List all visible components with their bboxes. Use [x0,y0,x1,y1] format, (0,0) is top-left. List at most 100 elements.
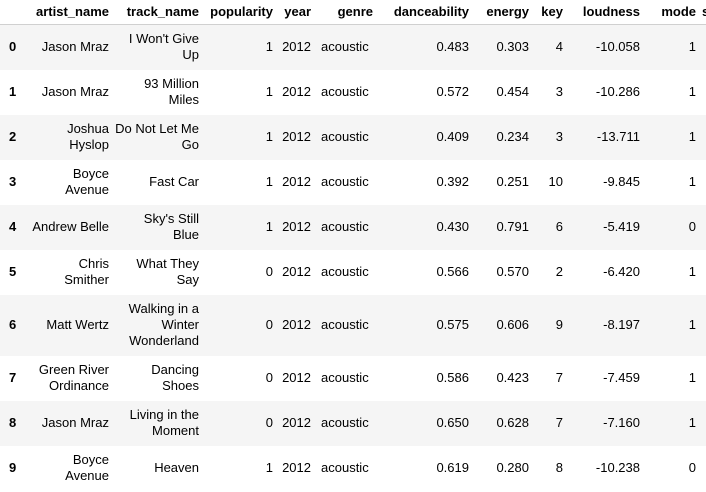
cell-energy: 0.570 [496,264,529,279]
cell-key: 2 [555,264,563,279]
column-header-mode: mode [646,0,702,25]
cell-track-name: Do Not Let Me Go [115,121,199,152]
cell-danceability: 0.392 [436,174,469,189]
cell-year: 2012 [282,415,311,430]
cell-artist-name: Boyce Avenue [65,166,109,197]
cell-artist-name: Jason Mraz [41,84,109,99]
column-header-year: year [279,0,317,25]
table-row: 0 Jason Mraz I Won't Give Up 1 2012 acoustic 0… [0,24,706,70]
cell-key: 4 [555,39,563,55]
row-index: 2 [9,129,17,144]
cell-year: 2012 [282,174,311,189]
cell-loudness: -6.420 [603,264,640,279]
cell-danceability: 0.430 [436,219,469,234]
cell-year: 2012 [282,84,311,99]
cell-year: 2012 [282,264,311,279]
cell-popularity: 1 [265,219,273,234]
table-row: 7 Green River Ordinance Dancing Shoes 0 2012… [0,355,706,401]
cell-popularity: 0 [265,264,273,279]
cell-year: 2012 [282,39,311,55]
header-row: artist_name track_name popularity year g… [0,0,706,25]
cell-key: 9 [555,317,563,332]
cell-genre: acoustic [321,317,369,332]
cell-popularity: 0 [265,317,273,332]
cell-track-name: Sky's Still Blue [143,211,199,242]
cell-popularity: 1 [265,460,273,475]
cell-energy: 0.251 [496,174,529,189]
cell-artist-name: Joshua Hyslop [67,121,109,152]
cell-artist-name: Chris Smither [64,256,109,287]
cell-year: 2012 [282,460,311,475]
cell-key: 7 [555,415,563,430]
column-header-popularity: popularity [205,0,279,25]
cell-genre: acoustic [321,39,369,55]
row-index: 8 [9,415,17,430]
table-row: 5 Chris Smither What They Say 0 2012 acoustic… [0,249,706,295]
cell-danceability: 0.566 [436,264,469,279]
cell-danceability: 0.619 [436,460,469,475]
cell-popularity: 1 [265,174,273,189]
cell-energy: 0.423 [496,370,529,385]
cell-energy: 0.234 [496,129,529,144]
cell-truncated [702,205,706,250]
cell-truncated [702,446,706,491]
column-header-loudness: loudness [569,0,646,25]
cell-genre: acoustic [321,219,369,234]
cell-popularity: 1 [265,84,273,99]
cell-track-name: Fast Car [149,174,199,189]
cell-energy: 0.280 [496,460,529,475]
cell-loudness: -13.711 [596,129,640,144]
cell-track-name: What They Say [136,256,199,287]
row-index: 5 [9,264,17,279]
cell-energy: 0.606 [496,317,529,332]
cell-danceability: 0.575 [436,317,469,332]
cell-artist-name: Green River Ordinance [38,362,109,393]
table-row: 3 Boyce Avenue Fast Car 1 2012 acoustic 0.392 0… [0,159,706,205]
table-row: 4 Andrew Belle Sky's Still Blue 1 2012 acoust… [0,204,706,250]
cell-popularity: 0 [265,415,273,430]
table-row: 1 Jason Mraz 93 Million Miles 1 2012 acoustic… [0,69,706,115]
cell-year: 2012 [282,370,311,385]
cell-genre: acoustic [321,174,369,189]
cell-mode: 1 [688,174,696,189]
cell-year: 2012 [282,129,311,144]
cell-energy: 0.303 [496,39,529,55]
cell-popularity: 1 [265,39,273,55]
cell-truncated [702,356,706,401]
cell-mode: 1 [688,370,696,385]
column-header-truncated: s [702,0,706,25]
cell-key: 3 [555,129,563,144]
cell-genre: acoustic [321,460,369,475]
cell-year: 2012 [282,317,311,332]
cell-artist-name: Matt Wertz [46,317,109,332]
cell-truncated [702,160,706,205]
cell-popularity: 0 [265,370,273,385]
index-header [0,0,31,25]
cell-loudness: -10.058 [595,39,640,55]
cell-loudness: -7.459 [603,370,640,385]
cell-track-name: 93 Million Miles [144,76,199,107]
column-header-energy: energy [475,0,535,25]
cell-track-name: Living in the Moment [129,407,199,438]
cell-mode: 1 [688,39,696,55]
column-header-artist-name: artist_name [31,0,115,25]
column-header-track-name: track_name [115,0,205,25]
cell-track-name: Walking in a Winter Wonderland [128,301,199,348]
table-row: 8 Jason Mraz Living in the Moment 0 2012 acou… [0,400,706,446]
cell-danceability: 0.586 [436,370,469,385]
row-index: 9 [9,460,17,475]
row-index: 6 [9,317,17,332]
cell-truncated [702,295,706,356]
cell-artist-name: Andrew Belle [32,219,109,234]
cell-mode: 1 [688,415,696,430]
cell-truncated [702,25,706,70]
row-index: 0 [9,39,17,55]
cell-mode: 1 [688,264,696,279]
cell-truncated [702,401,706,446]
cell-year: 2012 [282,219,311,234]
cell-danceability: 0.650 [436,415,469,430]
cell-danceability: 0.572 [436,84,469,99]
cell-loudness: -10.286 [595,84,640,99]
cell-track-name: Heaven [154,460,199,475]
